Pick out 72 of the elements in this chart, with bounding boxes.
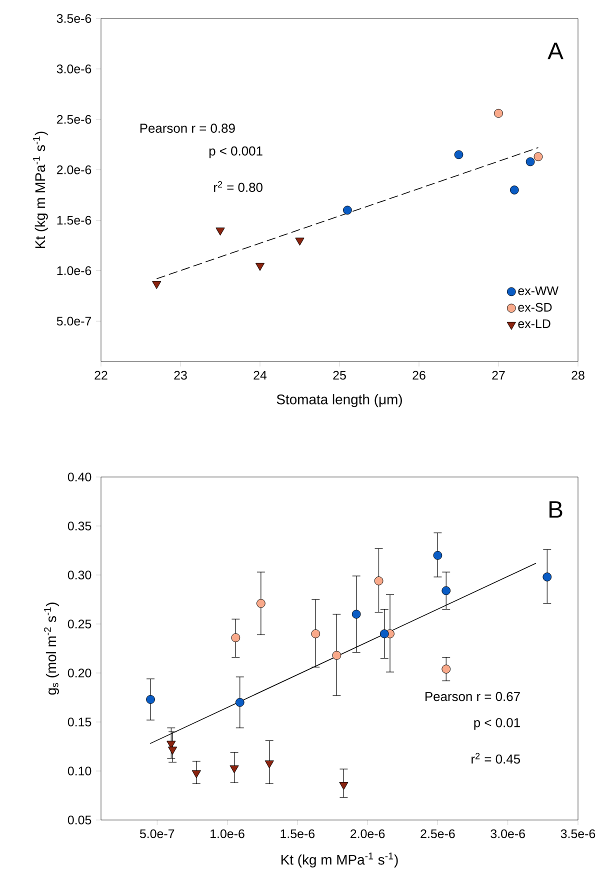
point — [235, 698, 244, 707]
point — [264, 760, 274, 768]
legend-label: ex-WW — [518, 286, 558, 296]
y-tick-label: 0.10 — [68, 766, 92, 776]
point — [332, 650, 342, 660]
point — [311, 629, 320, 638]
point — [454, 150, 464, 160]
point — [374, 576, 384, 586]
point — [494, 108, 503, 118]
annotation: Pearson r = 0.67 — [426, 692, 520, 702]
x-tick-label: 3.0e-6 — [490, 829, 525, 838]
point — [352, 610, 361, 619]
point — [255, 262, 265, 271]
point — [146, 695, 155, 704]
x-tick-label: 22 — [94, 370, 108, 380]
point — [442, 586, 451, 596]
point — [295, 238, 304, 246]
x-tick-label: 28 — [572, 370, 584, 380]
point — [168, 746, 178, 755]
point — [542, 572, 552, 582]
x-tick-label: 24 — [254, 370, 267, 380]
y-tick-label: 0.40 — [68, 472, 92, 482]
point — [380, 629, 389, 638]
y-tick-label: 3.5e-6 — [56, 14, 92, 23]
y-tick-label: 1.5e-6 — [57, 216, 92, 225]
point — [256, 598, 266, 608]
point — [339, 782, 348, 790]
y-tick-label: 2.0e-6 — [56, 165, 92, 174]
x-tick-label: 5.0e-7 — [140, 829, 174, 838]
y-axis-title: g$_{s}$ (mol m$^{-2}$ s$^{-1}$) — [44, 602, 59, 695]
point — [230, 765, 239, 774]
x-tick-label: 25 — [333, 370, 346, 380]
annotation: B — [550, 501, 562, 518]
y-tick-label: 0.30 — [68, 570, 92, 580]
point — [510, 186, 519, 194]
x-tick-label: 27 — [492, 370, 505, 380]
x-axis-title: Stomata length (μm) — [276, 394, 402, 408]
x-tick-label: 2.0e-6 — [350, 829, 385, 838]
point — [152, 281, 162, 290]
x-tick-label: 23 — [174, 370, 187, 380]
legend-label: ex-LD — [518, 319, 550, 328]
y-tick-label: 0.35 — [68, 522, 92, 530]
y-tick-label: 3.0e-6 — [56, 64, 92, 74]
x-tick-label: 1.0e-6 — [210, 829, 244, 838]
annotation: p < 0.001 — [209, 146, 262, 158]
point — [534, 152, 543, 162]
x-tick-label: 1.5e-6 — [280, 829, 315, 838]
point — [526, 157, 535, 166]
annotation: r$^{2}$ = 0.80 — [214, 181, 262, 192]
point — [442, 664, 451, 674]
annotation: A — [548, 42, 564, 60]
annotation: Pearson r = 0.89 — [140, 124, 235, 133]
point — [192, 770, 201, 778]
annotation: p < 0.01 — [474, 718, 520, 730]
y-axis-title: Kt (kg m MPa$^{-1}$ s$^{-1}$) — [33, 132, 48, 248]
x-tick-label: 3.5e-6 — [560, 829, 596, 838]
x-tick-label: 2.5e-6 — [420, 829, 455, 838]
y-tick-label: 1.0e-6 — [57, 266, 92, 276]
legend-label: ex-SD — [518, 302, 552, 312]
y-tick-label: 0.25 — [68, 620, 92, 628]
point — [216, 228, 225, 236]
x-tick-label: 26 — [412, 370, 426, 380]
y-tick-label: 0.20 — [68, 668, 92, 678]
y-tick-label: 5.0e-7 — [56, 316, 92, 326]
y-tick-label: 0.05 — [68, 816, 92, 824]
y-tick-label: 2.5e-6 — [56, 114, 92, 124]
x-axis-title: Kt (kg m MPa$^{-1}$ s$^{-1}$) — [281, 852, 398, 868]
point — [433, 550, 442, 560]
y-tick-label: 0.15 — [68, 718, 92, 726]
annotation: r$^{2}$ = 0.45 — [472, 752, 520, 764]
point — [343, 206, 352, 215]
point — [231, 633, 240, 642]
